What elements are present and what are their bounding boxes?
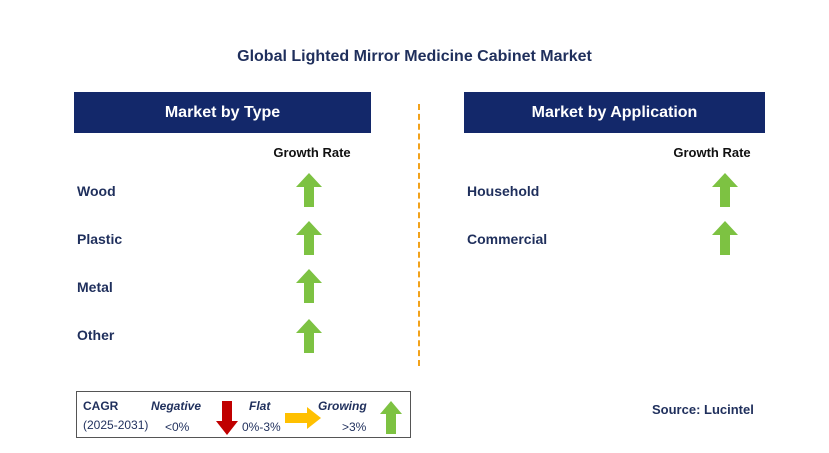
up-arrow-icon [712, 221, 738, 255]
application-row-label-commercial: Commercial [467, 231, 548, 247]
legend-growing-value: >3% [342, 420, 367, 434]
up-arrow-icon [296, 319, 322, 353]
type-row-label-wood: Wood [77, 183, 116, 199]
type-row-label-other: Other [77, 327, 115, 343]
type-growth-rate-label: Growth Rate [273, 145, 351, 160]
up-arrow-icon [712, 173, 738, 207]
panel-divider [418, 104, 420, 366]
legend-flat-value: 0%-3% [242, 420, 281, 434]
type-row-label-plastic: Plastic [77, 231, 123, 247]
application-panel-header: Market by Application [464, 92, 765, 133]
application-growth-rate-label: Growth Rate [673, 145, 751, 160]
type-panel-header-label: Market by Type [164, 103, 281, 121]
up-arrow-icon [296, 173, 322, 207]
legend-negative-value: <0% [165, 420, 190, 434]
legend-growing-label: Growing [318, 399, 367, 413]
right-arrow-icon [285, 407, 321, 429]
source-credit: Source: Lucintel [652, 402, 754, 417]
up-arrow-icon [296, 269, 322, 303]
down-arrow-icon [216, 401, 238, 435]
chart-title: Global Lighted Mirror Medicine Cabinet M… [237, 48, 592, 65]
type-panel-header: Market by Type [74, 92, 371, 133]
cagr-legend: CAGR (2025-2031) Negative <0% Flat 0%-3%… [76, 391, 411, 438]
type-row-label-metal: Metal [77, 279, 113, 295]
legend-cagr-label: CAGR [83, 399, 119, 413]
legend-flat-label: Flat [249, 399, 271, 413]
legend-negative-label: Negative [151, 399, 202, 413]
legend-period-label: (2025-2031) [83, 418, 149, 432]
application-panel-header-label: Market by Application [531, 103, 698, 121]
up-arrow-icon [380, 401, 402, 434]
up-arrow-icon [296, 221, 322, 255]
application-row-label-household: Household [467, 183, 540, 199]
